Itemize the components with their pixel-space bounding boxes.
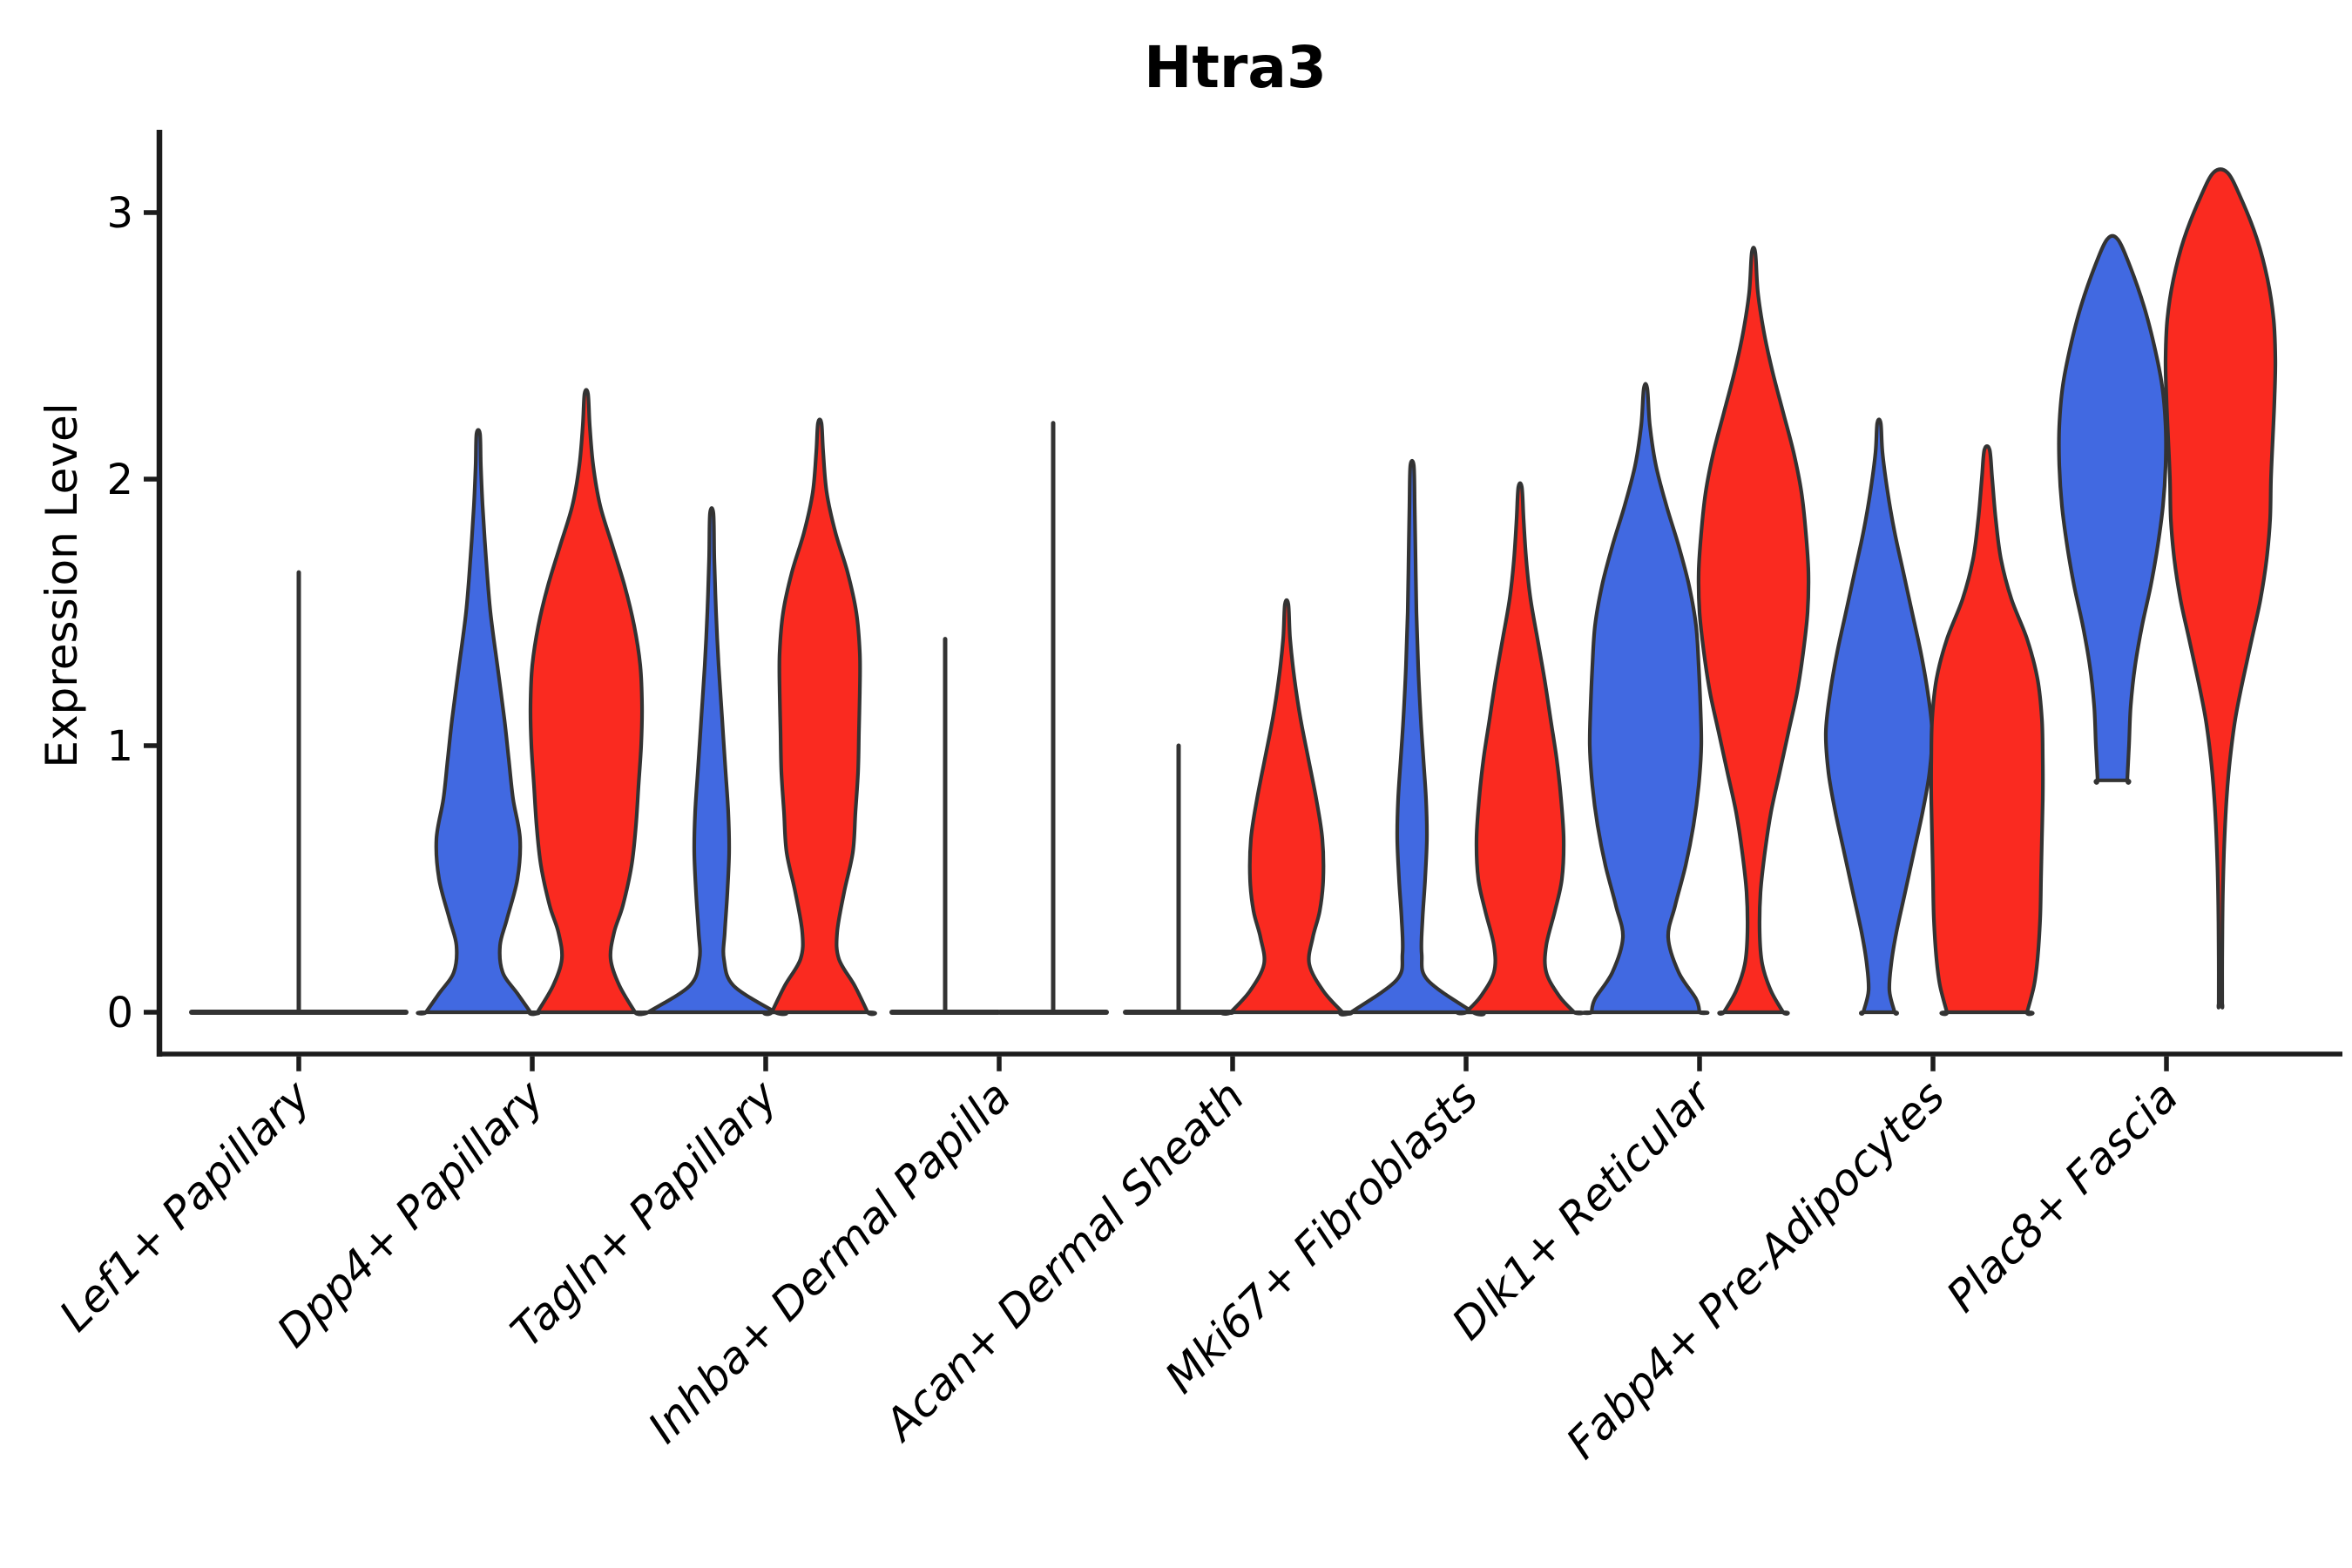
x-tick-label-dlk1-reticular: Dlk1+ Reticular bbox=[1443, 1069, 1723, 1349]
violin-plac8-fascia-left bbox=[2057, 233, 2168, 785]
x-tick-label-fabp4-pre-adipocytes: Fabp4+ Pre-Adipocytes bbox=[1557, 1071, 1955, 1469]
violin-dpp4-papillary-right bbox=[527, 388, 645, 1017]
violin-dlk1-reticular-right bbox=[1696, 246, 1811, 1016]
violin-dlk1-reticular-left bbox=[1581, 382, 1710, 1016]
violin-dpp4-papillary-left bbox=[416, 428, 541, 1016]
violin-acan-dermal-sheath-right bbox=[1220, 598, 1354, 1016]
violin-fabp4-pre-adipocytes-left bbox=[1823, 417, 1935, 1016]
y-tick-label-0: 0 bbox=[106, 989, 133, 1037]
y-tick-label-2: 2 bbox=[106, 456, 133, 504]
y-axis-label: Expression Level bbox=[37, 402, 87, 767]
violin-fabp4-pre-adipocytes-right bbox=[1929, 444, 2045, 1017]
x-tick-label-lef1-papillary: Lef1+ Papillary bbox=[50, 1070, 321, 1341]
y-tick-label-3: 3 bbox=[106, 189, 133, 238]
violin-tagln-papillary-right bbox=[762, 417, 877, 1017]
violin-plac8-fascia-right bbox=[2163, 167, 2278, 1010]
violin-tagln-papillary-left bbox=[635, 506, 788, 1017]
axes-layer bbox=[144, 130, 2342, 1071]
violin-mki67-fibroblasts-right bbox=[1456, 481, 1585, 1016]
x-tick-label-plac8-fascia: Plac8+ Fascia bbox=[1937, 1071, 2188, 1321]
violin-mki67-fibroblasts-left bbox=[1338, 458, 1486, 1017]
y-tick-label-1: 1 bbox=[106, 722, 133, 771]
violins-layer bbox=[189, 167, 2278, 1017]
plot-title: Htra3 bbox=[1144, 34, 1327, 101]
